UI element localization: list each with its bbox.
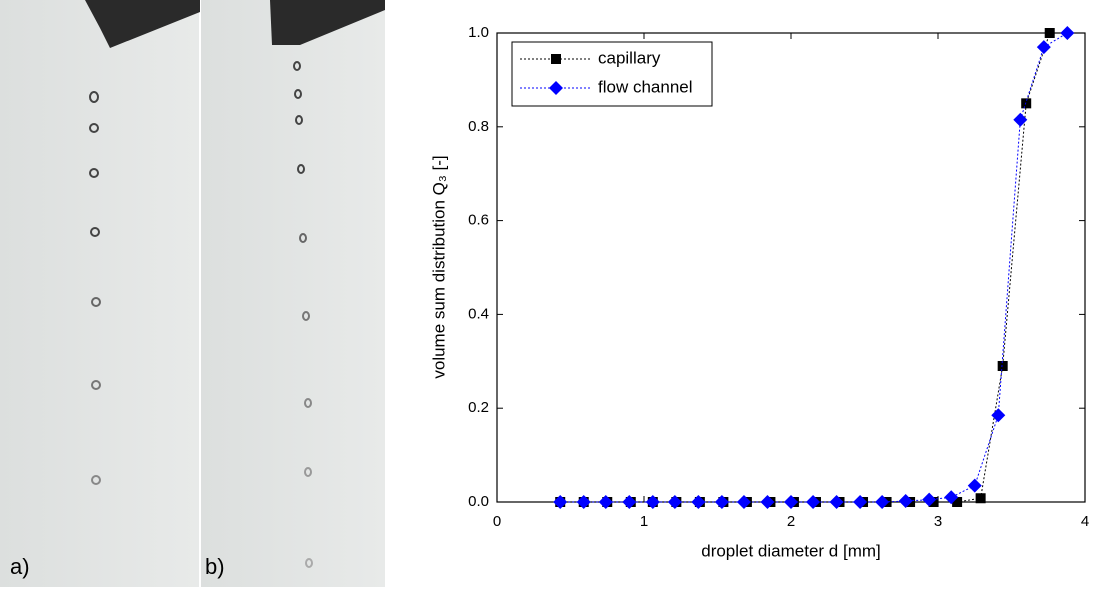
legend-marker (551, 54, 561, 64)
marker (997, 360, 1008, 371)
y-axis-label: volume sum distribution Q₃ [-] (429, 155, 448, 378)
marker (1021, 98, 1032, 109)
legend-label: capillary (598, 48, 661, 67)
marker (898, 494, 913, 509)
y-tick-label: 0.2 (468, 399, 489, 416)
legend-box (511, 41, 713, 107)
marker (952, 497, 963, 507)
marker (944, 490, 959, 505)
legend-label: flow channel (598, 77, 693, 96)
y-tick-label: 0.8 (468, 118, 489, 135)
panel-label: b) (205, 554, 225, 579)
photo-b (201, 0, 385, 587)
marker (760, 495, 775, 509)
marker (853, 495, 868, 509)
x-axis-label: droplet diameter d [mm] (701, 541, 881, 560)
x-tick-label: 2 (787, 513, 795, 530)
legend-marker (549, 81, 563, 95)
x-tick-label: 0 (493, 513, 501, 530)
photos: a) b) (0, 0, 385, 587)
marker (714, 495, 729, 509)
nozzle (270, 0, 385, 45)
x-tick-label: 1 (640, 513, 648, 530)
marker (576, 495, 591, 509)
marker (975, 493, 986, 504)
panel-label: a) (10, 554, 30, 579)
marker (829, 495, 844, 509)
y-tick-label: 0.6 (468, 212, 489, 229)
marker (736, 495, 751, 509)
marker (622, 495, 637, 509)
marker (1044, 28, 1055, 38)
y-tick-label: 0.4 (468, 305, 489, 322)
marker (691, 495, 706, 509)
x-tick-label: 3 (934, 513, 942, 530)
marker (553, 495, 568, 509)
marker (667, 495, 682, 509)
droplets (89, 61, 313, 568)
marker (645, 495, 660, 509)
photo-a (0, 0, 199, 587)
y-tick-label: 0.0 (468, 493, 489, 510)
x-tick-label: 4 (1081, 513, 1089, 530)
marker (922, 492, 937, 507)
y-tick-label: 1.0 (468, 24, 489, 41)
marker (1060, 26, 1075, 40)
marker (1013, 112, 1028, 127)
marker (1036, 40, 1051, 55)
marker (598, 495, 613, 509)
marker (784, 495, 798, 509)
nozzle (85, 0, 200, 48)
marker (991, 408, 1006, 423)
marker (967, 478, 982, 493)
marker (806, 495, 821, 509)
marker (875, 495, 890, 509)
